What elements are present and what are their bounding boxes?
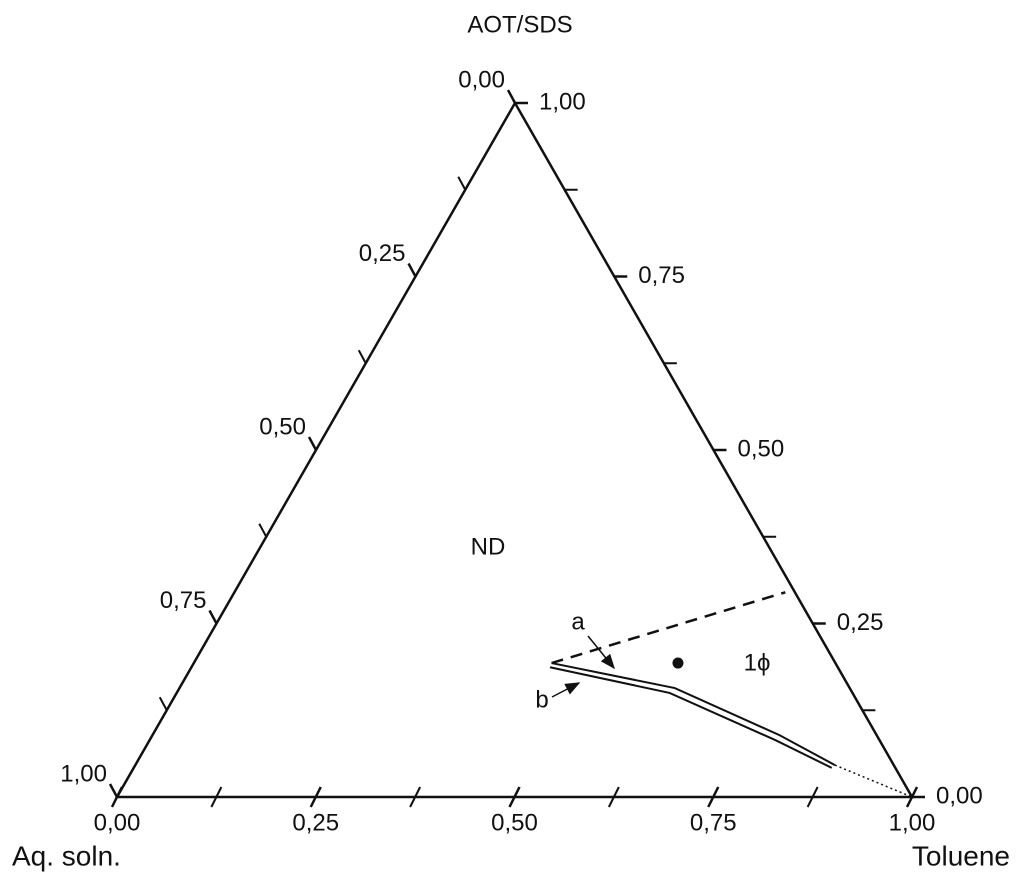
bottom-tick-label: 0,75 [690, 809, 737, 836]
arrow [587, 635, 615, 670]
minor-tick-mark [210, 786, 223, 808]
right-vertex-title: Toluene [912, 840, 1010, 871]
region-label: ND [471, 533, 506, 560]
tick-mark [108, 783, 119, 798]
triangle-frame [114, 100, 915, 799]
dashed-line [551, 591, 786, 665]
minor-tick-mark [258, 523, 268, 538]
dotted-line [834, 764, 913, 798]
tick-mark [307, 436, 318, 451]
left-tick-label: 0,75 [160, 587, 207, 614]
data-point [672, 657, 684, 669]
right-tick-label: 0,25 [837, 609, 884, 636]
top-vertex-title: AOT/SDS [467, 11, 572, 38]
right-tick-label: 0,50 [738, 435, 785, 462]
minor-tick-mark [457, 176, 467, 191]
boundary-line [551, 662, 836, 766]
arrow [551, 682, 581, 698]
bottom-tick-label: 0,00 [94, 809, 141, 836]
tick-mark [309, 786, 322, 808]
bottom-tick-label: 1,00 [889, 809, 936, 836]
tick-mark [407, 262, 417, 278]
tick-mark [707, 786, 720, 808]
left-tick-label: 0,00 [458, 66, 505, 93]
right-tick-label: 0,00 [936, 782, 983, 809]
tick-mark [508, 786, 521, 808]
right-tick-label: 1,00 [539, 88, 586, 115]
series-label: b [535, 686, 548, 713]
bottom-tick-label: 0,50 [491, 809, 538, 836]
left-vertex-title: Aq. soln. [12, 840, 121, 871]
left-tick-label: 0,25 [359, 240, 406, 267]
tick-mark [506, 89, 517, 104]
minor-tick-mark [357, 349, 367, 364]
region-label: 1ϕ [744, 649, 771, 676]
series-label: a [571, 608, 585, 635]
bottom-tick-label: 0,25 [292, 809, 339, 836]
boundary-line [549, 666, 833, 769]
minor-tick-mark [158, 696, 168, 711]
minor-tick-mark [409, 786, 422, 808]
minor-tick-mark [806, 786, 819, 808]
tick-mark [208, 609, 218, 625]
left-tick-label: 1,00 [60, 760, 107, 787]
left-tick-label: 0,50 [259, 413, 306, 440]
right-tick-label: 0,75 [638, 262, 685, 289]
minor-tick-mark [607, 786, 620, 808]
